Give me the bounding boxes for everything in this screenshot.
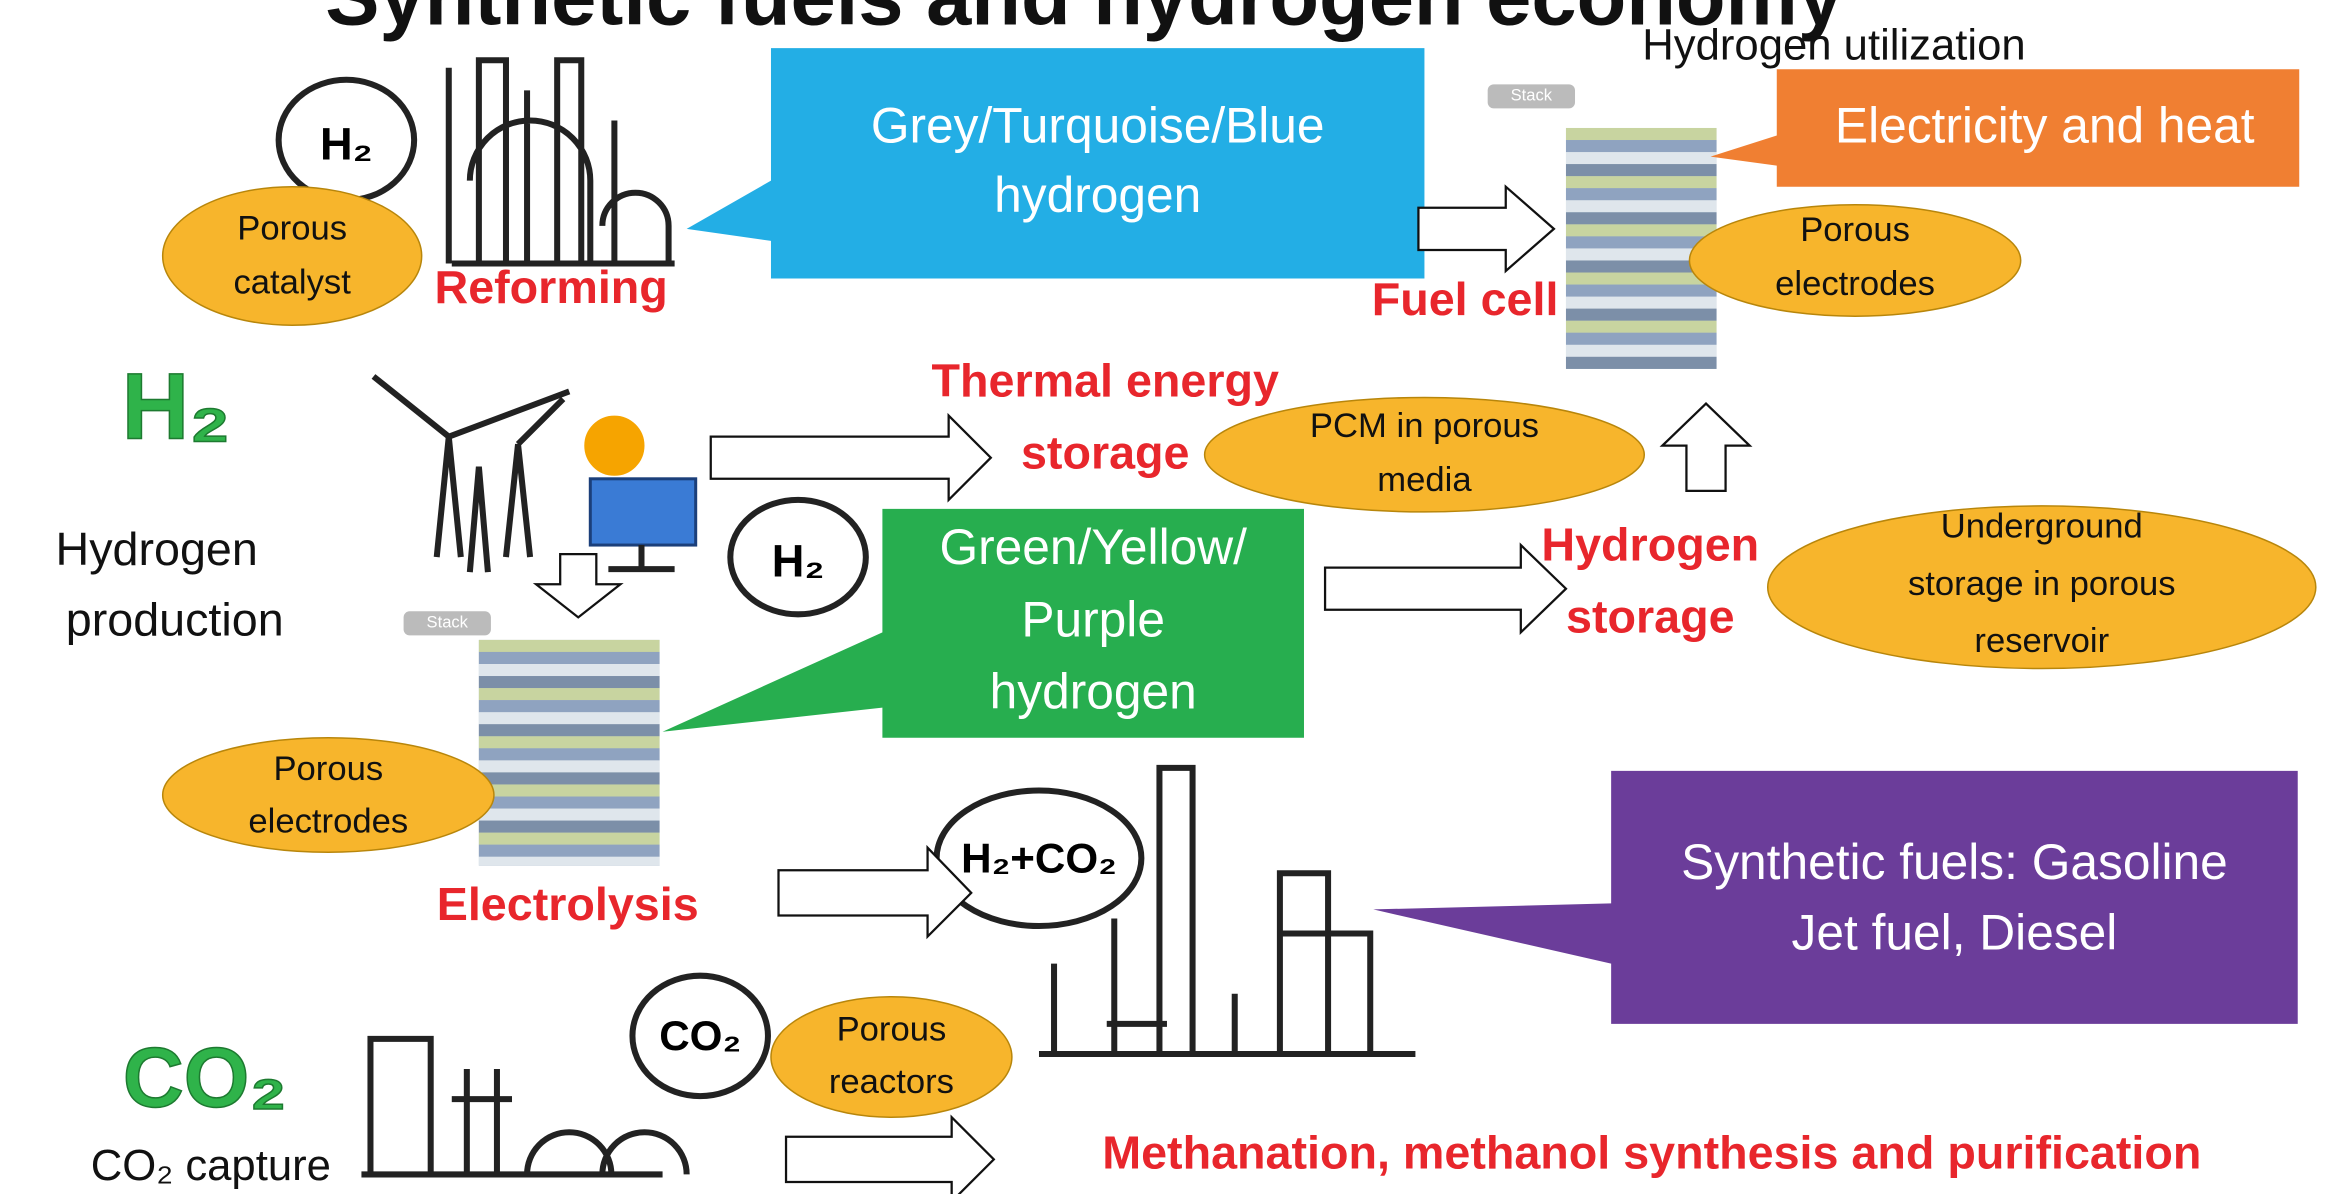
stripe (479, 712, 660, 724)
label: CO₂ capture (91, 1141, 331, 1190)
stripe (479, 724, 660, 736)
stripe (1566, 212, 1717, 224)
stripe (479, 821, 660, 833)
stripe (1566, 140, 1717, 152)
stripe (479, 700, 660, 712)
callout-text: Synthetic fuels: Gasoline (1681, 834, 2228, 890)
stripe (479, 772, 660, 784)
stripe (1566, 297, 1717, 309)
icon-label: H₂+CO₂ (961, 834, 1117, 881)
oval (163, 187, 422, 326)
stripe (479, 688, 660, 700)
stripe (479, 640, 660, 652)
oval-text: reservoir (1974, 622, 2109, 660)
process-label: Electrolysis (437, 878, 699, 930)
oval-text: Porous (1800, 211, 1910, 249)
stripe (1566, 333, 1717, 345)
process-label: Hydrogen (1541, 518, 1759, 570)
process-label: storage (1566, 591, 1735, 643)
callout-text: Electricity and heat (1835, 98, 2255, 154)
oval-text: reactors (829, 1063, 954, 1101)
process-label: storage (1021, 427, 1190, 479)
stripe (479, 797, 660, 809)
process-label: Reforming (435, 261, 668, 313)
stripe (1566, 309, 1717, 321)
stripe (1566, 345, 1717, 357)
stripe (1566, 152, 1717, 164)
process-label: Fuel cell (1372, 273, 1559, 325)
stripe (1566, 357, 1717, 369)
stripe (479, 748, 660, 760)
icon-label: Stack (1511, 86, 1553, 105)
label: production (66, 594, 284, 646)
oval-text: Porous (837, 1011, 947, 1049)
stripe (479, 664, 660, 676)
callout (687, 48, 1425, 278)
process-label: Methanation, methanol synthesis and puri… (1102, 1127, 2201, 1179)
stripe (479, 736, 660, 748)
oval-text: media (1377, 461, 1472, 499)
oval-text: Porous (237, 210, 347, 248)
callout-text: Grey/Turquoise/Blue (871, 98, 1325, 154)
stripe (479, 760, 660, 772)
oval-text: Underground (1941, 508, 2143, 546)
stripe (1566, 164, 1717, 176)
oval-text: electrodes (1775, 265, 1935, 303)
stripe (1566, 224, 1717, 236)
callout (1373, 771, 2297, 1024)
process-label: Thermal energy (932, 354, 1280, 406)
oval-text: storage in porous (1908, 565, 2176, 603)
icon-label: Stack (427, 613, 469, 632)
callout-text: hydrogen (994, 167, 1201, 223)
callout-text: Green/Yellow/ (939, 519, 1247, 575)
heading: Hydrogen utilization (1642, 21, 2025, 70)
co2-symbol: CO₂ (123, 1030, 287, 1124)
callout-text: hydrogen (990, 664, 1197, 720)
callout-text: Purple (1021, 591, 1165, 647)
label: Hydrogen (56, 523, 258, 575)
stripe (1566, 200, 1717, 212)
stripe (479, 784, 660, 796)
diagram: Synthetic fuels and hydrogen economy Hyd… (0, 0, 2349, 1194)
stripe (479, 833, 660, 845)
oval-text: Porous (273, 750, 383, 788)
stripe (479, 845, 660, 857)
oval-text: PCM in porous (1310, 407, 1539, 445)
icon-label: H₂ (772, 536, 825, 587)
callout-text: Jet fuel, Diesel (1792, 905, 2118, 961)
icon-label: H₂ (320, 118, 373, 169)
stripe (1566, 188, 1717, 200)
stripe (479, 676, 660, 688)
stripe (479, 809, 660, 821)
stripe (1566, 128, 1717, 140)
oval-text: catalyst (233, 264, 351, 302)
stripe (1566, 285, 1717, 297)
title: Synthetic fuels and hydrogen economy (325, 0, 1843, 42)
icon-label: CO₂ (659, 1012, 741, 1059)
stripe (1566, 321, 1717, 333)
stripe (479, 857, 660, 866)
oval-text: electrodes (248, 803, 408, 841)
h2-symbol: H₂ (122, 354, 231, 459)
stripe (479, 652, 660, 664)
stripe (1566, 176, 1717, 188)
